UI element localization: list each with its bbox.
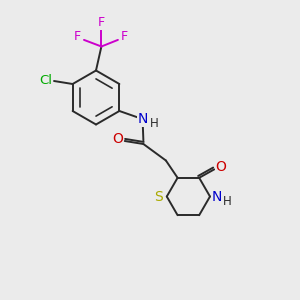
Text: H: H — [150, 116, 159, 130]
Text: S: S — [154, 190, 163, 203]
Text: N: N — [138, 112, 148, 126]
Text: O: O — [215, 160, 226, 174]
Text: F: F — [98, 16, 105, 29]
Text: N: N — [212, 190, 222, 203]
Text: F: F — [74, 30, 81, 44]
Text: O: O — [112, 132, 123, 145]
Text: Cl: Cl — [40, 74, 53, 87]
Text: F: F — [121, 30, 128, 44]
Text: H: H — [223, 195, 232, 208]
